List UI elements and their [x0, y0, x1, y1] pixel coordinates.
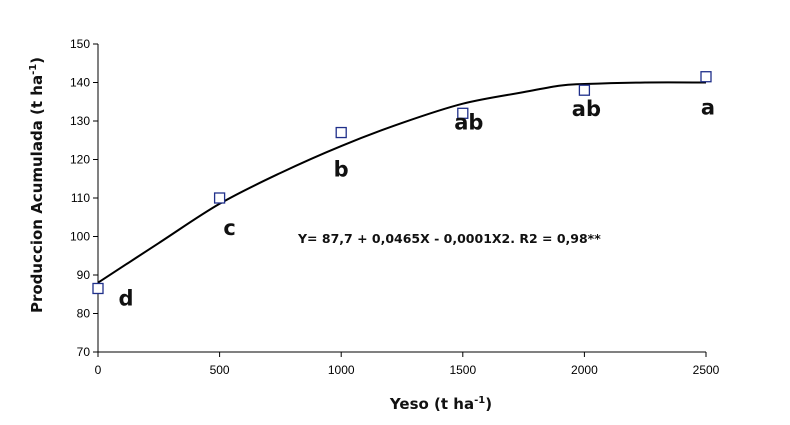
x-axis-title: Yeso (t ha-1)	[389, 395, 492, 413]
x-tick-label: 2500	[693, 363, 720, 377]
significance-label: a	[701, 96, 715, 120]
x-tick-label: 0	[95, 363, 102, 377]
x-tick-label: 2000	[571, 363, 598, 377]
data-point-marker	[335, 126, 347, 139]
significance-labels: d c b ab ab a	[118, 96, 715, 311]
y-tick-label: 140	[70, 76, 90, 90]
data-point-marker	[700, 71, 712, 83]
y-tick-label: 90	[77, 268, 91, 282]
data-points	[92, 71, 712, 295]
data-point-marker	[457, 107, 469, 119]
y-tick-label: 150	[70, 37, 90, 51]
data-point-marker	[578, 84, 591, 96]
y-tick-label: 110	[71, 191, 90, 205]
data-point-marker	[92, 282, 104, 295]
significance-label: ab	[454, 110, 483, 134]
y-tick-label: 80	[77, 307, 91, 321]
y-tick-label: 100	[70, 230, 90, 244]
significance-label: b	[334, 158, 349, 182]
y-tick-label: 70	[77, 345, 91, 359]
significance-label: c	[223, 216, 235, 240]
regression-equation: Y= 87,7 + 0,0465X - 0,0001X2. R2 = 0,98*…	[297, 231, 601, 246]
x-tick-label: 1500	[449, 363, 476, 377]
x-axis-ticks: 0 500 1000 1500 2000 2500	[95, 352, 720, 377]
significance-label: ab	[572, 97, 601, 121]
x-tick-label: 500	[210, 363, 230, 377]
y-axis-ticks: 70 80 90 100 110 120 130 140 150	[70, 37, 98, 359]
data-point-marker	[213, 192, 226, 204]
fit-curve	[97, 81, 707, 284]
y-tick-label: 130	[70, 114, 90, 128]
y-tick-label: 120	[70, 153, 90, 167]
x-tick-label: 1000	[328, 363, 355, 377]
significance-label: d	[118, 286, 133, 310]
y-axis-title: Produccion Acumulada (t ha-1)	[28, 57, 46, 313]
